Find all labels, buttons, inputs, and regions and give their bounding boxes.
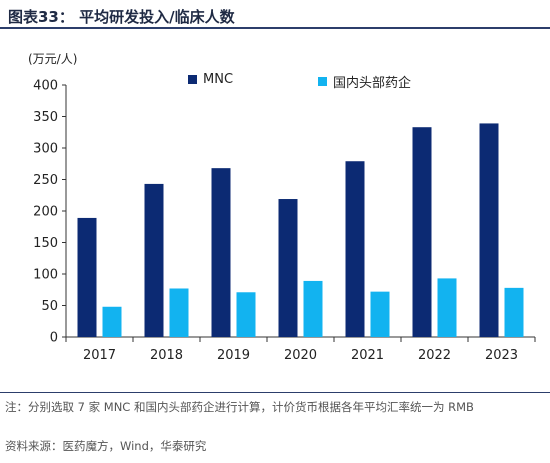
bar-mnc	[211, 168, 231, 337]
bar-mnc	[278, 199, 298, 337]
y-tick-label: 200	[33, 205, 58, 220]
bar-domestic	[303, 280, 323, 337]
figure-title: 图表33： 平均研发投入/临床人数	[8, 8, 235, 26]
y-tick-label: 100	[33, 268, 58, 283]
x-tick-label: 2018	[150, 348, 183, 363]
x-tick-label: 2022	[418, 348, 451, 363]
bar-domestic	[370, 291, 390, 337]
footnote: 注：分别选取 7 家 MNC 和国内头部药企进行计算，计价货币根据各年平均汇率统…	[5, 400, 474, 414]
y-tick-label: 50	[41, 299, 58, 314]
bar-mnc	[77, 217, 97, 337]
source-note: 资料来源：医药魔方，Wind，华泰研究	[5, 439, 207, 453]
bar-chart: 0 50 100 150 200 250 300 350 400 2017 2018 2019 2020…	[33, 79, 536, 363]
bar-mnc	[479, 123, 499, 338]
y-tick-label: 350	[33, 110, 58, 125]
bar-mnc	[144, 183, 164, 337]
legend-label-mnc: MNC	[203, 72, 234, 87]
legend-item-mnc: MNC	[188, 72, 233, 87]
legend-label-domestic: 国内头部药企	[333, 76, 412, 91]
x-tick-label: 2020	[284, 348, 317, 363]
x-tick-label: 2023	[485, 348, 518, 363]
bar-mnc	[412, 127, 432, 338]
legend-swatch-domestic	[318, 77, 327, 86]
y-tick-label: 250	[33, 173, 58, 188]
chart-area: (万元/人) MNC 国内头部药企 0 50 100 150 200 250 300 350 4…	[0, 30, 550, 390]
y-tick-label: 400	[33, 79, 58, 94]
footer-divider	[0, 392, 550, 393]
bar-mnc	[345, 161, 365, 337]
x-tick-label: 2021	[351, 348, 384, 363]
x-tick-label: 2019	[217, 348, 250, 363]
legend-swatch-mnc	[188, 75, 197, 84]
bar-domestic	[236, 292, 256, 337]
bar-domestic	[102, 306, 122, 337]
figure-header: 图表33： 平均研发投入/临床人数	[0, 0, 550, 30]
legend-item-domestic: 国内头部药企	[318, 72, 411, 91]
y-tick-label: 300	[33, 142, 58, 157]
bar-domestic	[437, 278, 457, 337]
title-divider	[0, 27, 550, 29]
y-tick-label: 0	[50, 331, 58, 346]
bar-domestic	[169, 288, 189, 337]
y-tick-label: 150	[33, 236, 58, 251]
y-axis-label: (万元/人)	[28, 52, 78, 66]
x-tick-label: 2017	[83, 348, 116, 363]
bar-domestic	[504, 287, 524, 337]
